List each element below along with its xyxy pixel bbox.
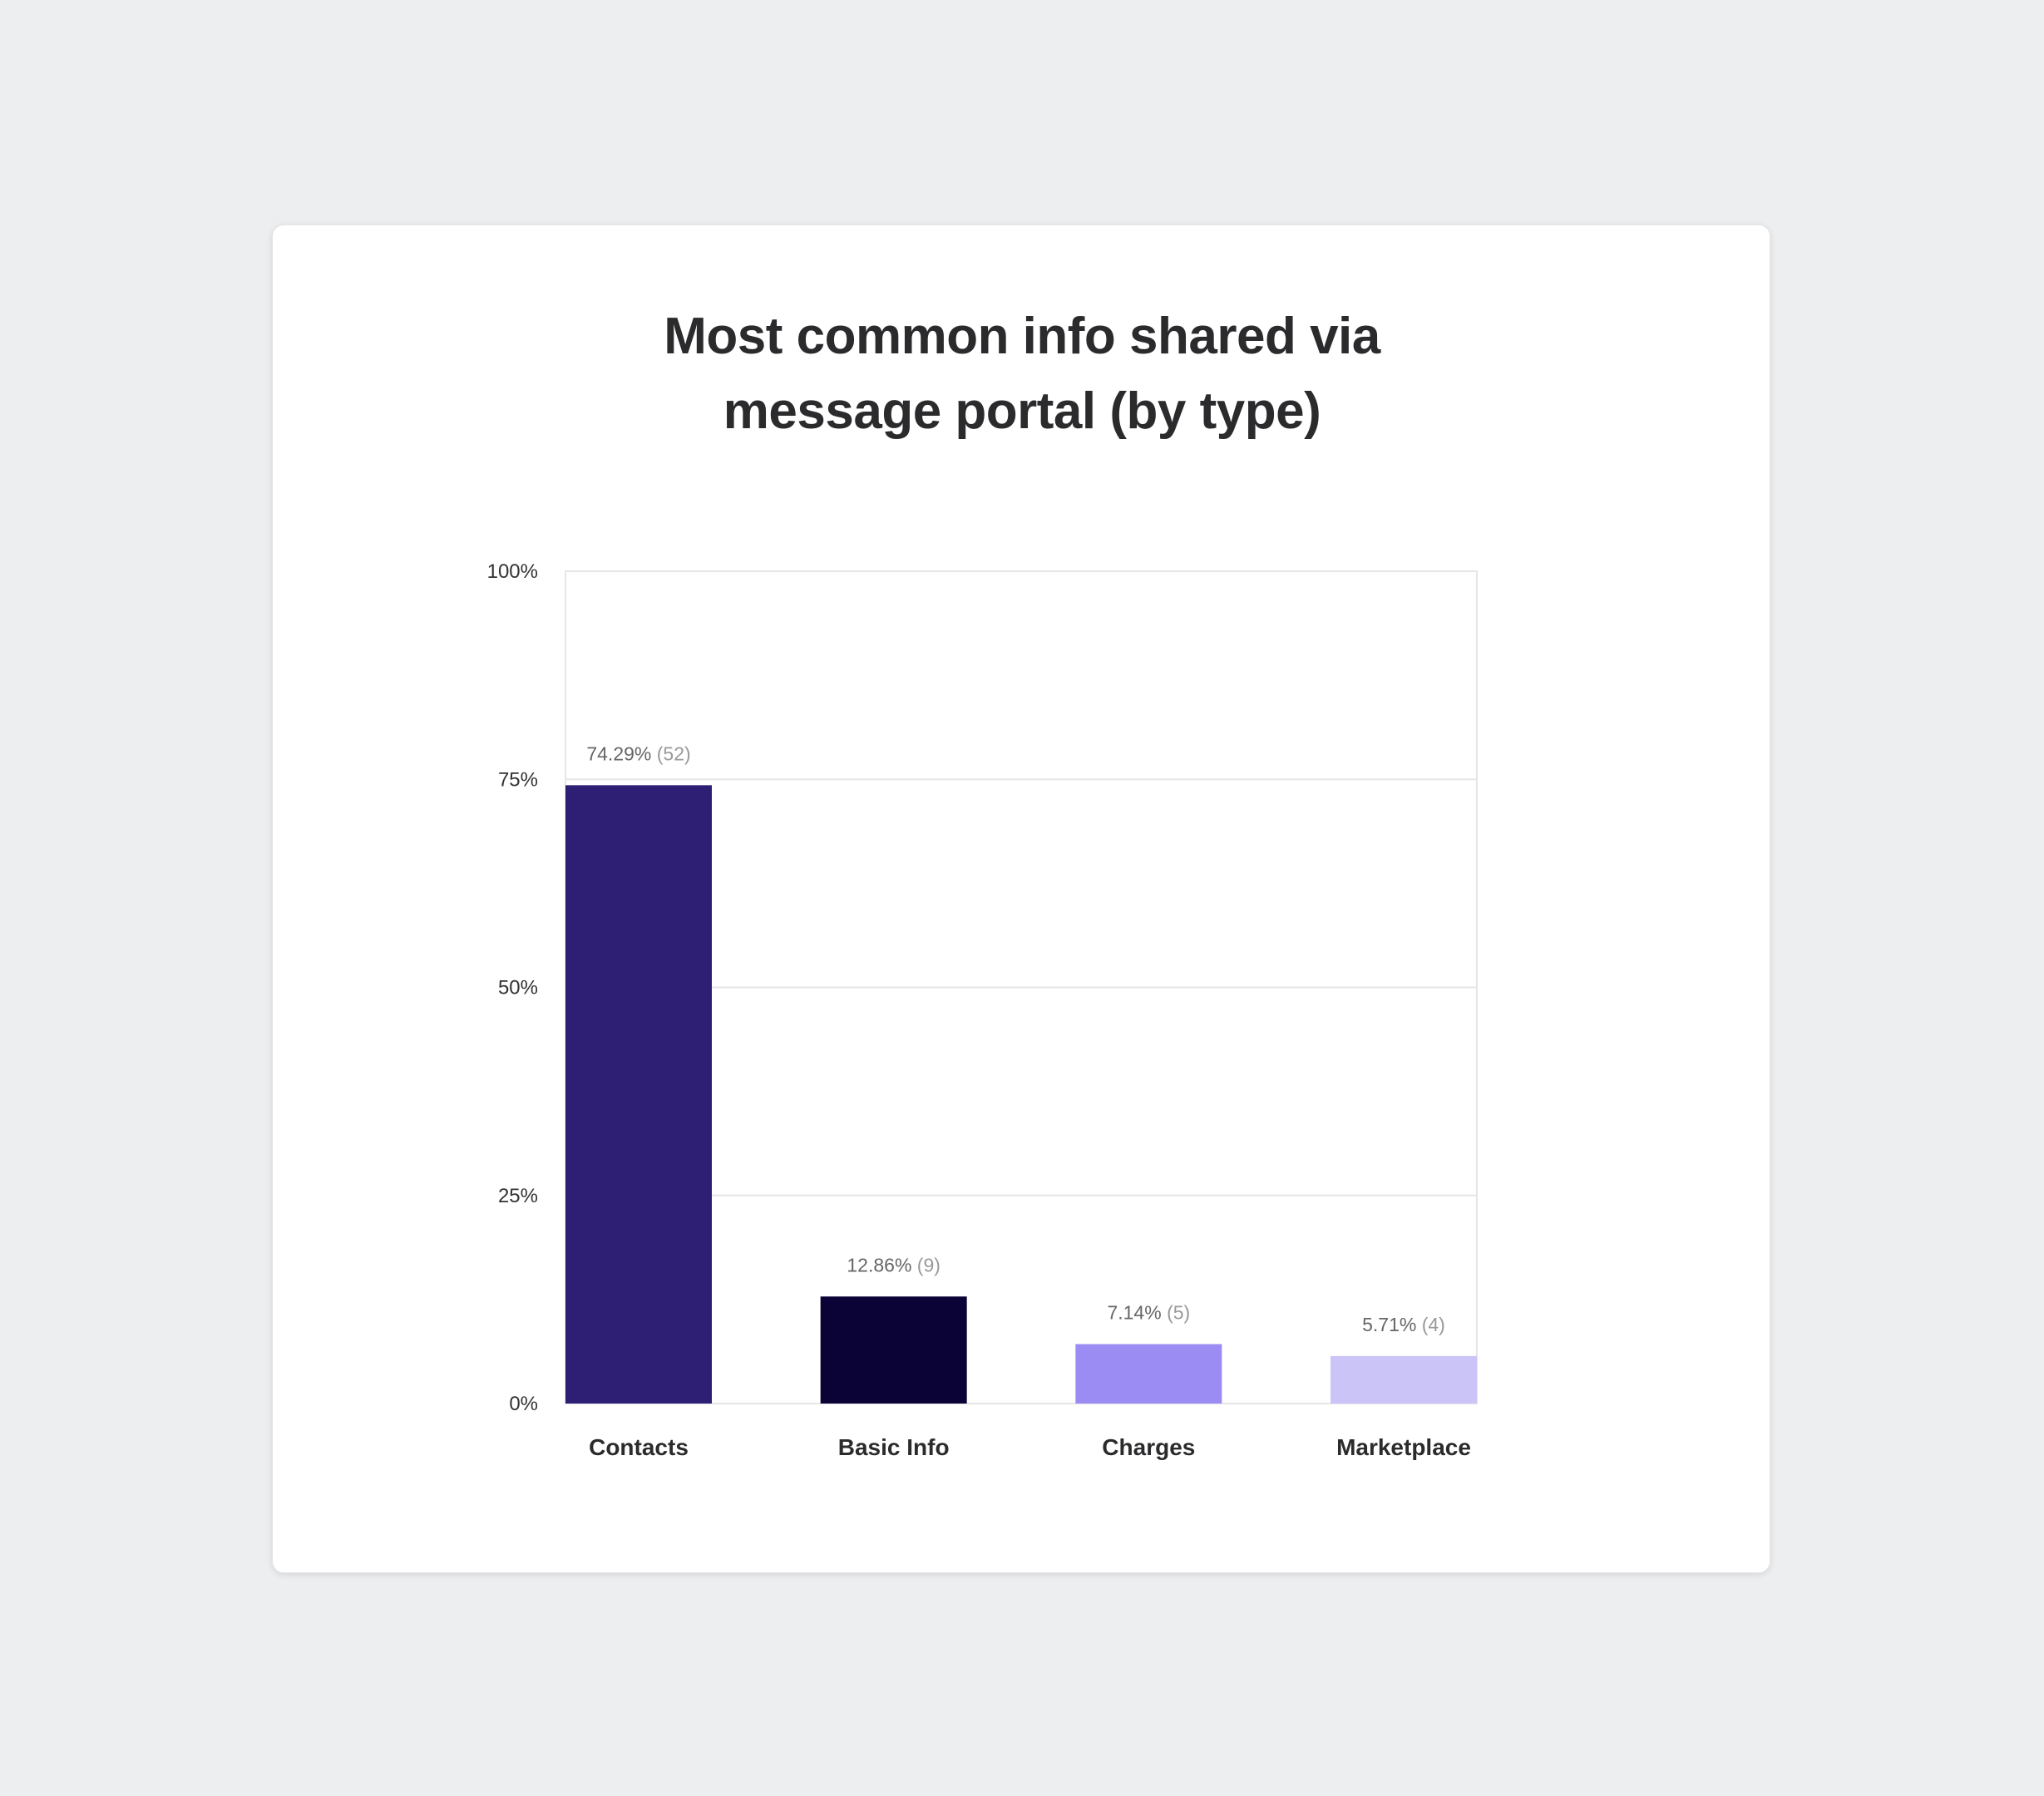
chart-title-line-2: message portal (by type) — [723, 382, 1321, 440]
data-label-value: 12.86% — [847, 1254, 916, 1275]
y-tick-label: 0% — [509, 1393, 538, 1415]
y-tick-label: 50% — [498, 977, 538, 999]
bar — [820, 1296, 967, 1404]
y-tick-label: 25% — [498, 1185, 538, 1207]
x-category-label: Basic Info — [838, 1434, 950, 1460]
bar — [1331, 1355, 1477, 1404]
data-label-value: 5.71% — [1362, 1314, 1422, 1335]
x-category-label: Charges — [1102, 1434, 1195, 1460]
y-tick-label: 100% — [487, 560, 538, 583]
data-label-value: 7.14% — [1107, 1302, 1167, 1324]
data-label-value: 74.29% — [586, 743, 656, 764]
x-category-label: Contacts — [589, 1434, 689, 1460]
bar — [565, 785, 712, 1404]
data-label-count: (52) — [657, 743, 691, 764]
data-label: 12.86% (9) — [847, 1254, 941, 1275]
x-category-label: Marketplace — [1336, 1434, 1471, 1460]
data-label-count: (4) — [1422, 1314, 1445, 1335]
chart-card — [272, 224, 1770, 1573]
data-label-count: (5) — [1167, 1302, 1190, 1324]
data-label: 7.14% (5) — [1107, 1302, 1190, 1324]
bar — [1075, 1344, 1222, 1404]
data-label: 5.71% (4) — [1362, 1314, 1445, 1335]
y-tick-label: 75% — [498, 768, 538, 791]
data-label-count: (9) — [917, 1254, 941, 1275]
data-label: 74.29% (52) — [586, 743, 690, 764]
chart-title: Most common info shared via message port… — [0, 299, 2044, 449]
chart-title-line-1: Most common info shared via — [664, 308, 1380, 365]
